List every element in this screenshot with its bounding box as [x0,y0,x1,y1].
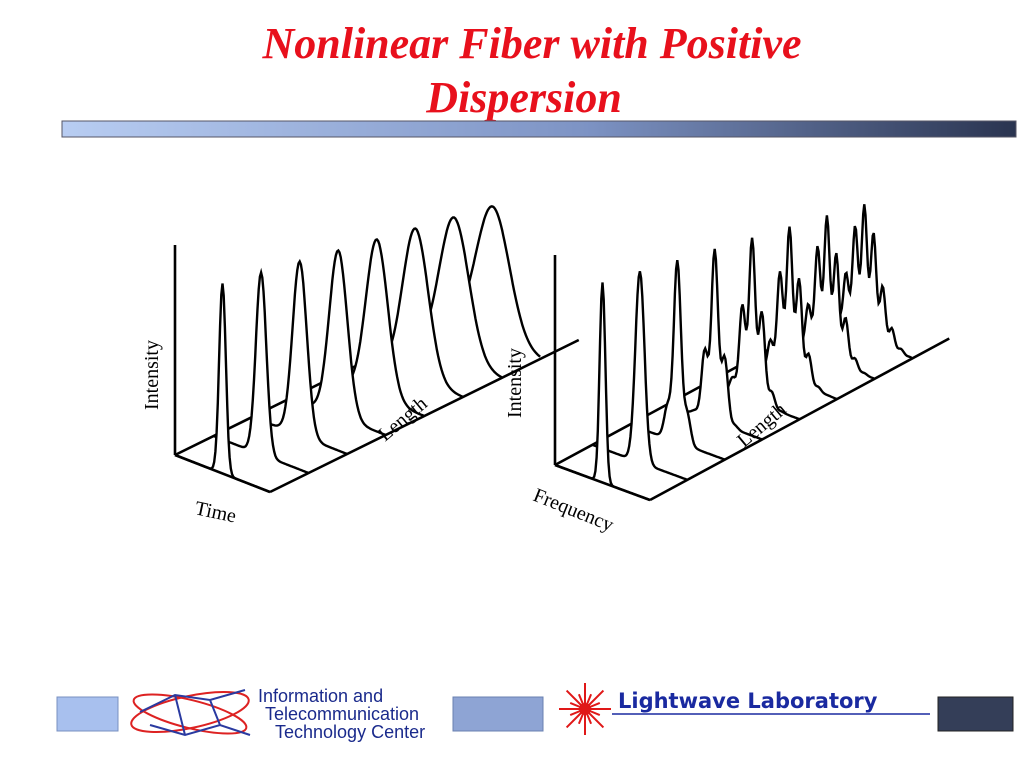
title-bar [61,120,1017,138]
footer-text: Lightwave Laboratory [618,689,878,713]
footer-box [937,696,1014,732]
title-line: Dispersion [425,73,622,122]
ittc-logo [130,689,251,737]
footer-box [452,696,544,732]
axis-label: Intensity [141,340,163,410]
axis [554,463,651,502]
core [579,703,591,715]
axis [649,337,950,502]
title-line: Nonlinear Fiber with Positive [261,19,801,68]
laser-logo [559,683,611,735]
figure [173,205,580,494]
footer-box [56,696,119,732]
footer-text: Technology Center [275,722,425,742]
footer-text: Information and [258,686,383,706]
figure [553,204,950,502]
footer-text: Telecommunication [265,704,419,724]
axis-label: Intensity [504,348,526,418]
axis [174,453,271,494]
